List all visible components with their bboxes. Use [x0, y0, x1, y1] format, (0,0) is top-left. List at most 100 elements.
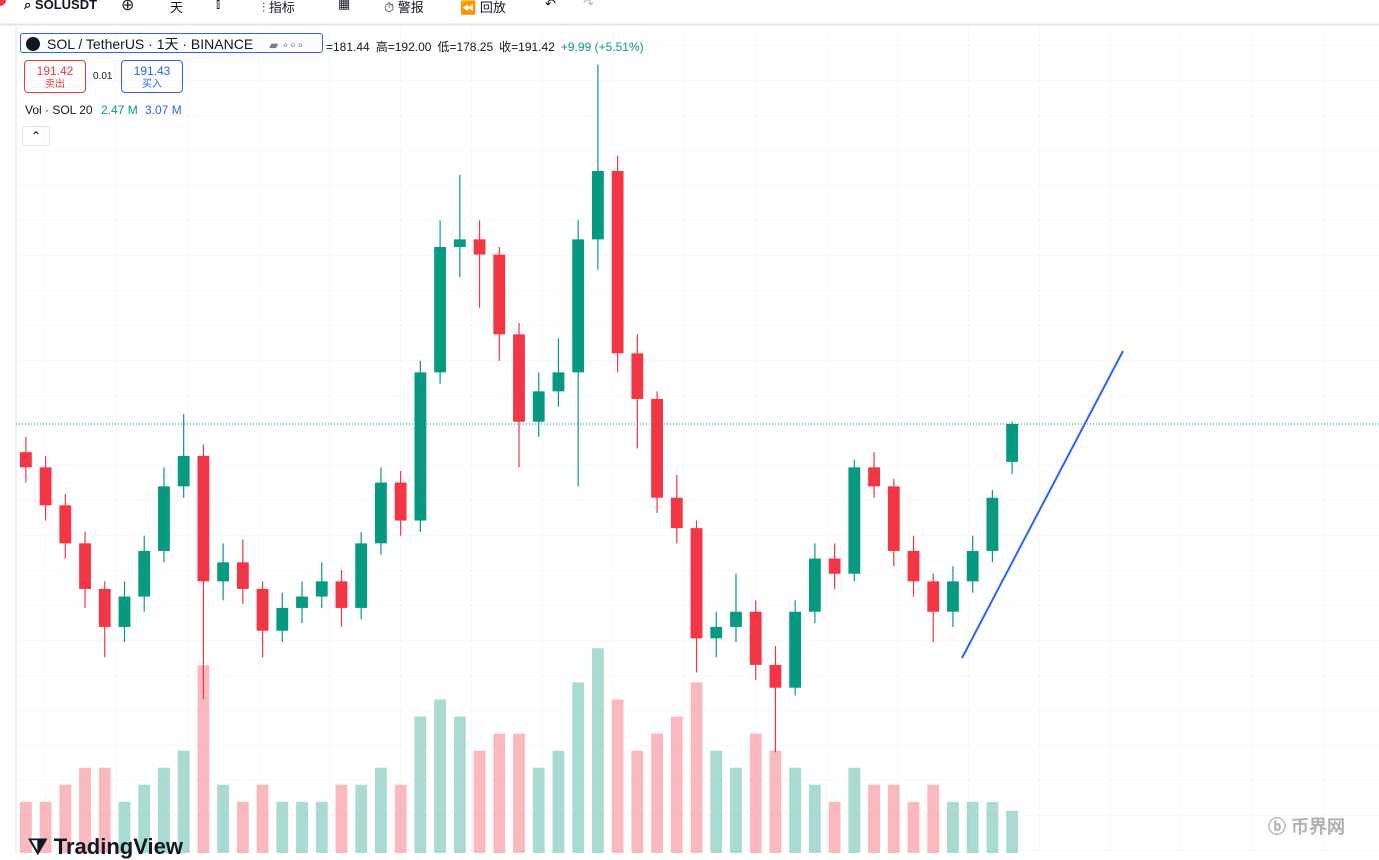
replay-button[interactable]: ⏪ 回放 [460, 0, 506, 15]
spread: 0.01 [93, 71, 113, 82]
volume-bar [769, 750, 782, 853]
candle-body [907, 550, 920, 582]
candle-body [513, 334, 525, 422]
volume-bar [749, 733, 762, 853]
undo[interactable]: ↶ [545, 0, 556, 11]
volume-bar [670, 716, 683, 853]
candle-body [532, 391, 545, 422]
grid [16, 26, 1379, 853]
candle-body [256, 588, 269, 631]
volume-bar [572, 682, 585, 853]
candle-body [39, 467, 52, 506]
candle-body [59, 505, 72, 544]
legend-menu[interactable]: ▰ ∘∘∘ [269, 38, 305, 52]
candle-body [552, 372, 565, 392]
volume-bar [710, 750, 723, 853]
candle-body [572, 239, 585, 373]
candle-body [493, 254, 506, 335]
candle-body [158, 486, 170, 551]
volume-bar [789, 767, 802, 853]
volume-bar [966, 801, 979, 853]
candle-body [710, 626, 723, 639]
volume-bar [335, 784, 348, 853]
volume-bar [19, 801, 32, 853]
candle-body [217, 562, 230, 582]
symbol-legend[interactable]: SOL / TetherUS · 1天 · BINANCE ▰ ∘∘∘ [20, 33, 323, 53]
redo[interactable]: ↷ [583, 0, 594, 11]
candle-body [947, 581, 959, 612]
candle-body [315, 581, 328, 597]
volume-bar [217, 784, 230, 853]
candle-body [19, 452, 32, 468]
volume-bar [611, 699, 624, 853]
volume-bar [79, 767, 91, 853]
candle-body [236, 562, 249, 589]
sell-button[interactable]: 191.42 卖出 [24, 60, 86, 93]
volume-bar [651, 733, 663, 853]
volume-bar [118, 801, 131, 853]
layouts[interactable]: ▦ [338, 0, 351, 11]
volume-bar [473, 750, 486, 853]
alerts-button[interactable]: ⏱ 警报 [384, 0, 424, 15]
buy-price: 191.43 [133, 64, 171, 78]
candle-body [394, 482, 407, 521]
volume-bar [690, 682, 703, 853]
volume-bar [493, 733, 506, 853]
candle-body [848, 467, 861, 574]
volume-value: 2.47 M [101, 103, 138, 117]
alerts[interactable]: 警报 [397, 0, 424, 15]
symbol-search[interactable]: ⌕ SOLUSDT [24, 0, 97, 13]
volume-bar [394, 784, 407, 853]
candle-body [868, 467, 880, 487]
volume-bar [927, 784, 940, 853]
candle-body [730, 611, 742, 627]
volume-bar [177, 750, 190, 853]
volume-bar [158, 767, 170, 853]
ohlc-value: 收=191.42 [499, 40, 555, 54]
volume-bar [907, 801, 920, 853]
indicators[interactable]: 指标 [268, 0, 295, 15]
sell-label: 卖出 [45, 79, 65, 90]
interval[interactable]: 天 [170, 0, 184, 15]
chart-type[interactable]: ⫾ [216, 0, 221, 11]
candle-body [177, 455, 190, 487]
volume-bar [730, 767, 742, 853]
volume-bar [197, 665, 210, 853]
replay[interactable]: 回放 [479, 0, 506, 15]
ohlc-value: +9.99 (+5.51%) [560, 40, 644, 54]
candle-body [453, 239, 466, 247]
buy-label: 买入 [142, 79, 162, 90]
indicators-button[interactable]: ⫶ 指标 [262, 0, 295, 15]
collapse-button[interactable]: ⌃ [22, 126, 50, 146]
ohlc: =181.44 高=192.00 低=178.25 收=191.42 +9.99 (+5… [326, 38, 650, 55]
site-watermark: ⓑ 币界网 [1268, 817, 1346, 837]
volume-bar [848, 767, 861, 853]
candle-body [473, 239, 486, 255]
volume-bar [59, 784, 72, 853]
volume-bar [355, 784, 368, 853]
volume-bar [315, 801, 328, 853]
candle-body [79, 543, 91, 589]
candle-body [769, 664, 782, 688]
symbol[interactable]: SOLUSDT [34, 0, 98, 12]
volume-bar [39, 801, 52, 853]
site-watermark-text: 币界网 [1291, 817, 1346, 837]
sell-price: 191.42 [36, 64, 74, 78]
candle-body [296, 596, 308, 608]
trend-line[interactable] [961, 350, 1124, 659]
ohlc-value: =181.44 [326, 40, 370, 54]
volume-bar [1006, 810, 1019, 853]
candle-body [138, 550, 151, 597]
volume-bar [828, 801, 841, 853]
candle-body [1006, 423, 1019, 462]
volume-ma: 3.07 M [145, 103, 182, 117]
volume-bar [947, 801, 959, 853]
candle-body [375, 482, 387, 544]
candle-body [414, 372, 427, 521]
volume-bar [552, 750, 565, 853]
add-symbol[interactable]: ⊕ [121, 0, 135, 14]
logo-dot [0, 0, 6, 6]
candle-body [591, 170, 604, 240]
buy-button[interactable]: 191.43 买入 [121, 60, 183, 93]
